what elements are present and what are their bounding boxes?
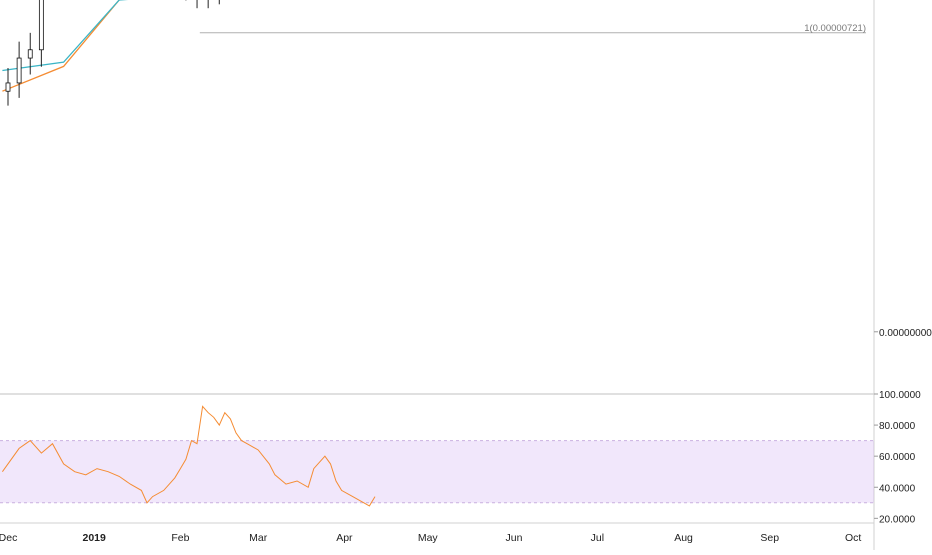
time-tick-label: Apr xyxy=(336,532,353,544)
rsi-tick-label: 100.0000 xyxy=(879,390,921,401)
candle-body xyxy=(16,57,22,84)
time-tick-label: Dec xyxy=(0,532,17,544)
rsi-pane: 100.0000 80.0000 60.0000 40.0000 20.0000 xyxy=(0,390,921,525)
time-tick-label: Jul xyxy=(591,532,604,544)
time-tick-label: Mar xyxy=(249,532,268,544)
candlestick-series xyxy=(5,0,220,106)
price-axis: 0.00000000 xyxy=(874,328,932,339)
fibonacci-retracement[interactable]: 0(0.00006393)0.236(0.00005055)0.382(0.00… xyxy=(0,0,874,34)
time-tick-label: Feb xyxy=(171,532,189,544)
candle-body xyxy=(38,0,44,51)
price-tick-label: 0.00000000 xyxy=(879,328,932,339)
rsi-tick-label: 40.0000 xyxy=(879,483,916,494)
time-tick-label: May xyxy=(418,532,439,544)
time-tick-label: Oct xyxy=(845,532,861,544)
time-axis: Dec 2019 Feb Mar Apr May Jun Jul Aug Sep Oct xyxy=(0,532,861,544)
time-tick-label: Sep xyxy=(760,532,779,544)
rsi-tick-label: 80.0000 xyxy=(879,421,916,432)
candle-body xyxy=(27,49,33,59)
rsi-tick-label: 60.0000 xyxy=(879,452,916,463)
fib-level-label: 1(0.00000721) xyxy=(804,23,866,34)
rsi-band xyxy=(0,440,874,503)
rsi-tick-label: 20.0000 xyxy=(879,514,916,525)
time-tick-label: Jun xyxy=(505,532,522,544)
candle-body xyxy=(5,82,11,92)
time-tick-label: 2019 xyxy=(83,532,107,544)
time-tick-label: Aug xyxy=(674,532,693,544)
rsi-line xyxy=(1,405,376,507)
